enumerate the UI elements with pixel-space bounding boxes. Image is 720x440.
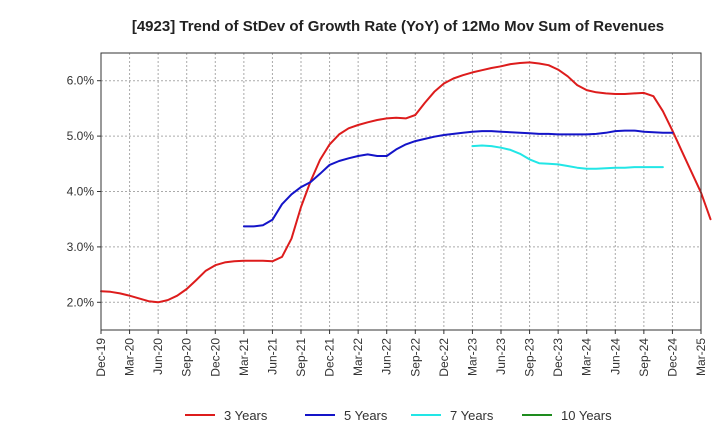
x-tick-label: Sep-24 [637,338,651,377]
series-line-5-years [242,129,674,228]
series-line-3-years [100,61,712,304]
x-tick-label: Sep-20 [180,338,194,377]
legend-label: 7 Years [450,408,494,423]
x-tick-label: Sep-23 [523,338,537,377]
x-tick-label: Dec-21 [323,338,337,377]
x-tick-label: Dec-23 [551,338,565,377]
x-tick-label: Mar-20 [123,338,137,376]
series-layer [100,61,712,304]
y-tick-label: 6.0% [67,74,95,88]
x-tick-label: Mar-23 [465,338,479,376]
x-tick-label: Jun-20 [151,338,165,375]
chart-title: [4923] Trend of StDev of Growth Rate (Yo… [132,18,664,35]
x-tick-label: Mar-24 [580,338,594,376]
legend: 3 Years 5 Years 7 Years 10 Years [185,408,612,423]
legend-label: 5 Years [344,408,388,423]
x-tick-label: Jun-23 [494,338,508,375]
x-tick-label: Dec-19 [94,338,108,377]
x-tick-label: Dec-20 [208,338,222,377]
series-line-7-years [471,144,664,170]
y-tick-label: 2.0% [67,295,95,309]
x-tick-label: Sep-22 [408,338,422,377]
legend-label: 10 Years [561,408,612,423]
x-tick-label: Mar-22 [351,338,365,376]
x-axis: Dec-19 Mar-20 Jun-20 Sep-20 Dec-20 Mar-21 Jun-… [94,330,708,377]
x-tick-label: Jun-24 [608,338,622,375]
x-tick-label: Jun-22 [380,338,394,375]
y-tick-label: 4.0% [67,185,95,199]
x-tick-label: Jun-21 [265,338,279,375]
x-tick-label: Dec-22 [437,338,451,377]
x-tick-label: Mar-25 [694,338,708,376]
grid [101,53,701,330]
y-tick-label: 5.0% [67,129,95,143]
legend-label: 3 Years [224,408,268,423]
x-tick-label: Dec-24 [665,338,679,377]
y-axis: 2.0% 3.0% 4.0% 5.0% 6.0% [67,74,101,309]
x-tick-label: Mar-21 [237,338,251,376]
x-tick-label: Sep-21 [294,338,308,377]
y-tick-label: 3.0% [67,240,95,254]
